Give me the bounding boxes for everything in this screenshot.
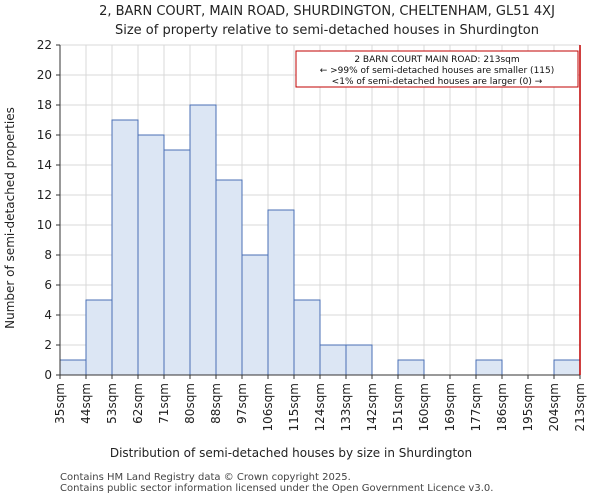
y-tick-label: 18: [37, 98, 52, 112]
y-tick-label: 4: [44, 308, 52, 322]
y-tick-label: 20: [37, 68, 52, 82]
y-axis-label: Number of semi-detached properties: [3, 107, 17, 329]
bar: [189, 104, 217, 376]
bar: [215, 179, 243, 376]
x-tick-label: 35sqm: [53, 383, 67, 424]
chart-title: 2, BARN COURT, MAIN ROAD, SHURDINGTON, C…: [99, 4, 555, 19]
footer-copyright: Contains HM Land Registry data © Crown c…: [60, 472, 351, 483]
x-tick-label: 62sqm: [131, 383, 145, 424]
bar: [475, 359, 503, 376]
y-tick-label: 10: [37, 218, 52, 232]
x-tick-label: 115sqm: [287, 383, 301, 431]
y-tick-label: 0: [44, 368, 52, 382]
y-tick-label: 16: [37, 128, 52, 142]
x-tick-labels: 35sqm 44sqm 53sqm 62sqm 71sqm 80sqm 88sqm 97sqm…: [53, 375, 587, 431]
bar: [319, 344, 347, 376]
x-tick-label: 142sqm: [365, 383, 379, 431]
annotation-line-2: ← >99% of semi-detached houses are small…: [320, 66, 555, 76]
x-axis-label: Distribution of semi-detached houses by …: [110, 446, 472, 460]
y-tick-label: 14: [37, 158, 52, 172]
y-tick-label: 22: [37, 38, 52, 52]
x-tick-label: 186sqm: [495, 383, 509, 431]
bars-layer: [59, 104, 581, 376]
bar: [553, 359, 581, 376]
x-tick-label: 213sqm: [573, 383, 587, 431]
bar: [397, 359, 425, 376]
x-tick-label: 106sqm: [261, 383, 275, 431]
y-tick-label: 2: [44, 338, 52, 352]
x-tick-label: 160sqm: [417, 383, 431, 431]
x-tick-label: 88sqm: [209, 383, 223, 424]
x-tick-label: 133sqm: [339, 383, 353, 431]
x-tick-label: 44sqm: [79, 383, 93, 424]
annotation-box: 2 BARN COURT MAIN ROAD: 213sqm ← >99% of…: [295, 50, 579, 88]
x-tick-label: 80sqm: [183, 383, 197, 424]
y-tick-label: 6: [44, 278, 52, 292]
footer-licence: Contains public sector information licen…: [60, 483, 494, 494]
x-tick-label: 151sqm: [391, 383, 405, 431]
bar: [59, 359, 87, 376]
chart-subtitle: Size of property relative to semi-detach…: [115, 23, 539, 38]
x-tick-label: 204sqm: [547, 383, 561, 431]
y-tick-label: 8: [44, 248, 52, 262]
bar: [241, 254, 269, 376]
x-tick-label: 97sqm: [235, 383, 249, 424]
x-tick-label: 124sqm: [313, 383, 327, 431]
annotation-line-3: <1% of semi-detached houses are larger (…: [332, 77, 543, 87]
bar: [267, 209, 295, 376]
x-tick-label: 169sqm: [443, 383, 457, 431]
annotation-frame: [295, 50, 579, 88]
bar: [137, 134, 165, 376]
bar: [85, 299, 113, 376]
bar: [345, 344, 373, 376]
x-tick-label: 71sqm: [157, 383, 171, 424]
x-tick-label: 53sqm: [105, 383, 119, 424]
bar: [111, 119, 139, 376]
y-tick-labels: 0 2 4 6 8 10 12 14 16 18 20 22: [37, 38, 60, 382]
x-tick-label: 177sqm: [469, 383, 483, 431]
x-tick-label: 195sqm: [521, 383, 535, 431]
bar: [163, 149, 191, 376]
y-tick-label: 12: [37, 188, 52, 202]
annotation-line-1: 2 BARN COURT MAIN ROAD: 213sqm: [354, 55, 519, 65]
bar: [293, 299, 321, 376]
